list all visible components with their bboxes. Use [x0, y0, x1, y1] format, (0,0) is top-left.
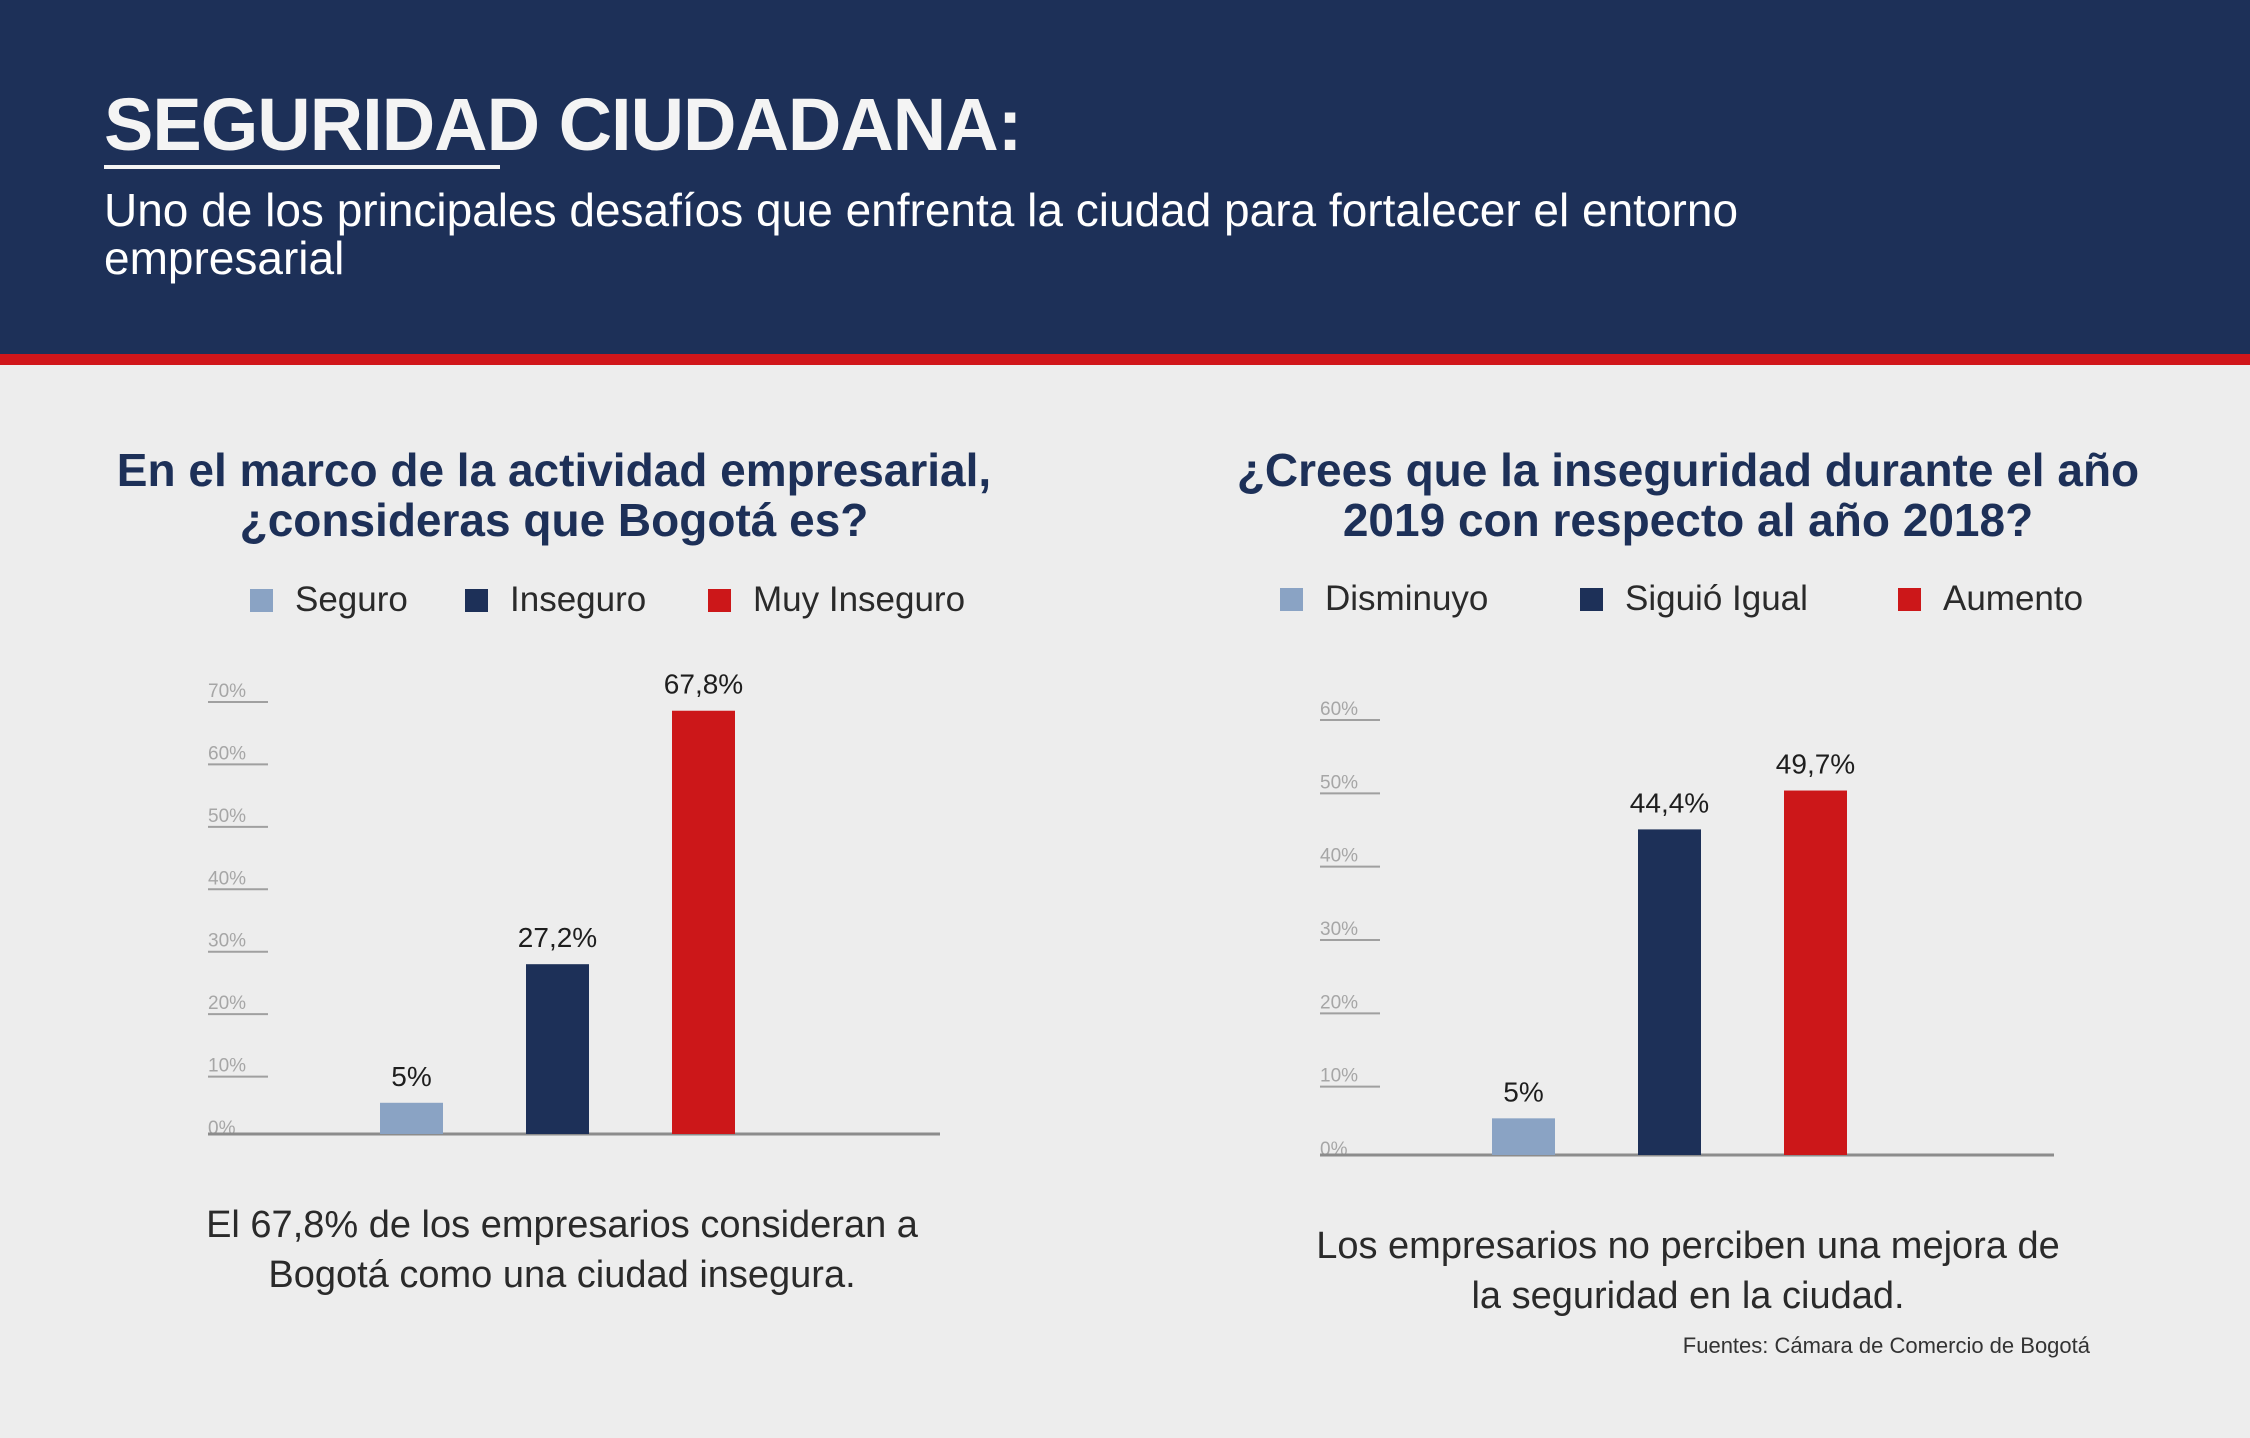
- bar-data-label: 49,7%: [1776, 749, 1855, 780]
- chart1-legend-item: Seguro: [250, 580, 408, 620]
- y-tick-label: 30%: [208, 931, 246, 952]
- y-tick-label: 60%: [208, 743, 246, 764]
- y-tick-label: 10%: [1320, 1066, 1358, 1087]
- chart1-legend-label: Seguro: [295, 580, 408, 619]
- chart2-legend-label: Aumento: [1943, 579, 2084, 618]
- y-tick-label: 0%: [208, 1118, 236, 1139]
- chart2-legend-item: Siguió Igual: [1580, 579, 1808, 619]
- chart2-caption-line1: Los empresarios no perciben una mejora d…: [1316, 1225, 2060, 1267]
- bar-data-label: 5%: [1503, 1076, 1543, 1107]
- chart1-title: En el marco de la actividad empresarial,…: [54, 445, 1054, 545]
- y-tick-label: 70%: [208, 681, 246, 702]
- bar-data-label: 27,2%: [518, 922, 597, 953]
- chart2-title-line2: 2019 con respecto al año 2018?: [1342, 494, 2034, 546]
- chart1-plot: 0% 10% 20% 30% 40% 50% 60% 70% 5% 27,2% 67,8%: [208, 669, 940, 1139]
- source-note: Fuentes: Cámara de Comercio de Bogotá: [1682, 1333, 2090, 1358]
- chart2-caption: Los empresarios no perciben una mejora d…: [1188, 1221, 2188, 1321]
- chart2-plot: 0% 10% 20% 30% 40% 50% 60% 5% 44,4% 49,7%: [1320, 699, 2054, 1160]
- chart1-caption-line2: Bogotá como una ciudad insegura.: [268, 1254, 856, 1296]
- bar-disminuyo: [1492, 1118, 1555, 1155]
- title-part2: CIUDADANA:: [558, 83, 1023, 166]
- chart2-legend-label: Disminuyo: [1325, 579, 1489, 618]
- header-banner: [0, 0, 2250, 354]
- bar-aumento: [1784, 790, 1847, 1155]
- chart1-legend-label: Muy Inseguro: [753, 580, 966, 619]
- chart1-title-line1: En el marco de la actividad empresarial,: [116, 444, 992, 496]
- chart2-legend-item: Aumento: [1898, 579, 2083, 619]
- bar-seguro: [380, 1102, 443, 1134]
- y-tick-label: 40%: [1320, 846, 1358, 867]
- chart1-legend-swatch-muy-inseguro: [708, 588, 731, 612]
- y-tick-label: 40%: [208, 868, 246, 889]
- chart1-legend-item: Muy Inseguro: [708, 580, 965, 620]
- bar-siguió-igual: [1638, 829, 1701, 1155]
- chart1-title-line2: ¿consideras que Bogotá es?: [239, 494, 869, 546]
- chart1-legend: Seguro Inseguro Muy Inseguro: [250, 580, 1050, 624]
- y-tick-label: 50%: [208, 806, 246, 827]
- header-stripe: [0, 354, 2250, 365]
- chart1-legend-item: Inseguro: [465, 580, 646, 620]
- y-tick-label: 0%: [1320, 1139, 1348, 1160]
- chart2-legend-label: Siguió Igual: [1625, 579, 1808, 618]
- chart1-caption-line1: El 67,8% de los empresarios consideran a: [206, 1204, 918, 1246]
- bar-data-label: 67,8%: [664, 669, 743, 700]
- bar-muy-inseguro: [672, 710, 735, 1134]
- y-tick-label: 60%: [1320, 699, 1358, 720]
- chart2-title: ¿Crees que la inseguridad durante el año…: [1188, 445, 2188, 545]
- y-tick-label: 20%: [1320, 992, 1358, 1013]
- y-tick-label: 50%: [1320, 772, 1358, 793]
- bar-data-label: 44,4%: [1630, 787, 1709, 818]
- chart2-legend-swatch-disminuyo: [1280, 587, 1303, 611]
- title-underline: [104, 165, 500, 169]
- y-tick-label: 20%: [208, 993, 246, 1014]
- title-part1: SEGURIDAD: [104, 83, 540, 166]
- chart2-legend-item: Disminuyo: [1280, 579, 1488, 619]
- chart2-caption-line2: la seguridad en la ciudad.: [1471, 1275, 1905, 1317]
- y-tick-label: 30%: [1320, 919, 1358, 940]
- page-subtitle: Uno de los principales desafíos que enfr…: [104, 184, 1739, 284]
- chart1-legend-swatch-inseguro: [465, 588, 488, 612]
- bar-inseguro: [526, 964, 589, 1134]
- chart2-legend-swatch-siguio-igual: [1580, 587, 1603, 611]
- bar-data-label: 5%: [391, 1061, 431, 1092]
- chart1-legend-label: Inseguro: [510, 580, 647, 619]
- chart2-title-line1: ¿Crees que la inseguridad durante el año: [1236, 444, 2140, 496]
- y-tick-label: 10%: [208, 1056, 246, 1077]
- chart2-legend-swatch-aumento: [1898, 587, 1921, 611]
- page-title: SEGURIDAD CIUDADANA:: [104, 82, 1023, 167]
- chart1-caption: El 67,8% de los empresarios consideran a…: [62, 1200, 1062, 1300]
- chart2-legend: Disminuyo Siguió Igual Aumento: [1280, 579, 2140, 623]
- chart1-legend-swatch-seguro: [250, 588, 273, 612]
